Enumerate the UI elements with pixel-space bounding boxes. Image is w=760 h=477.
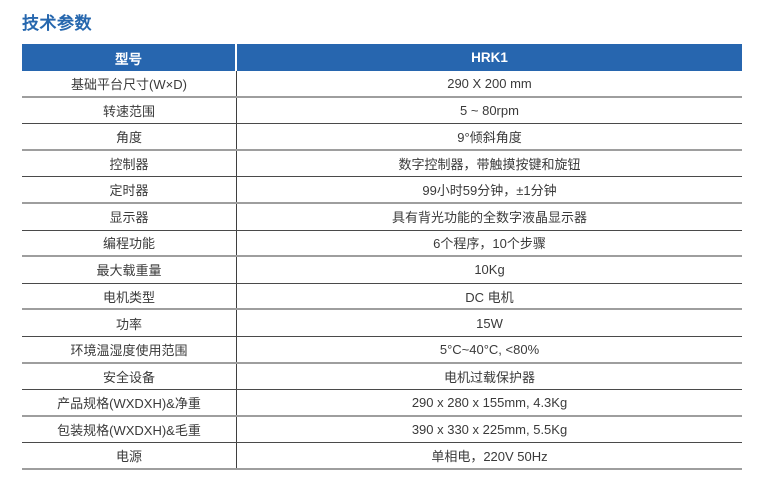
spec-value-cell: 390 x 330 x 225mm, 5.5Kg: [411, 422, 568, 438]
spec-row-speed-range: 转速范围 5 ~ 80rpm: [22, 97, 742, 125]
spec-row-platform-size: 基础平台尺寸(W×D) 290 X 200 mm: [22, 71, 742, 98]
spec-label-cell: 功率: [22, 310, 237, 336]
spec-label-cell: 最大载重量: [22, 257, 237, 283]
spec-value-cell: 数字控制器，带触摸按键和旋钮: [398, 157, 581, 173]
spec-row-max-load: 最大载重量 10Kg: [22, 257, 742, 284]
spec-value-cell: 5°C~40°C, <80%: [439, 341, 540, 357]
spec-value-cell: DC 电机: [465, 289, 514, 305]
spec-row-motor-type: 电机类型 DC 电机: [22, 283, 742, 311]
spec-row-product-size-weight: 产品规格(WXDXH)&净重 290 x 280 x 155mm, 4.3Kg: [22, 390, 742, 417]
spec-label-cell: 控制器: [22, 150, 237, 177]
spec-row-angle: 角度 9°倾斜角度: [22, 124, 742, 151]
spec-label-cell: 转速范围: [22, 97, 237, 124]
spec-value-cell: 电机过载保护器: [443, 369, 535, 385]
spec-label-cell: 角度: [22, 124, 237, 149]
spec-label-cell: 安全设备: [22, 363, 237, 390]
spec-row-safety-device: 安全设备 电机过载保护器: [22, 363, 742, 391]
spec-row-power: 功率 15W: [22, 310, 742, 337]
spec-row-controller: 控制器 数字控制器，带触摸按键和旋钮: [22, 150, 742, 178]
spec-row-timer: 定时器 99小时59分钟，±1分钟: [22, 177, 742, 204]
spec-table: 型号 HRK1 基础平台尺寸(W×D) 290 X 200 mm 转速范围 5 …: [22, 44, 742, 470]
model-header-cell: 型号: [22, 44, 237, 71]
spec-row-environment-range: 环境温湿度使用范围 5°C~40°C, <80%: [22, 336, 742, 364]
spec-label-cell: 显示器: [22, 203, 237, 230]
spec-value-cell: 9°倾斜角度: [457, 129, 522, 145]
spec-label-cell: 产品规格(WXDXH)&净重: [22, 390, 237, 415]
spec-label-cell: 定时器: [22, 177, 237, 202]
spec-value-cell: 10Kg: [474, 262, 505, 278]
spec-label-cell: 包装规格(WXDXH)&毛重: [22, 416, 237, 443]
page-title: 技术参数: [22, 14, 92, 33]
spec-label-cell: 基础平台尺寸(W×D): [22, 71, 237, 96]
spec-value-cell: 5 ~ 80rpm: [460, 102, 519, 118]
spec-label-cell: 环境温湿度使用范围: [22, 336, 237, 362]
spec-label-cell: 电源: [22, 443, 237, 468]
model-value-header-cell: HRK1: [471, 50, 508, 65]
spec-row-display: 显示器 具有背光功能的全数字液晶显示器: [22, 203, 742, 231]
spec-value-cell: 6个程序，10个步骤: [433, 236, 546, 252]
spec-value-cell: 290 x 280 x 155mm, 4.3Kg: [411, 394, 568, 410]
spec-value-cell: 290 X 200 mm: [447, 75, 532, 91]
spec-value-cell: 单相电，220V 50Hz: [431, 449, 548, 465]
spec-row-power-supply: 电源 单相电，220V 50Hz: [22, 443, 742, 470]
spec-row-package-size-weight: 包装规格(WXDXH)&毛重 390 x 330 x 225mm, 5.5Kg: [22, 416, 742, 444]
table-header-row: 型号 HRK1: [22, 44, 742, 71]
spec-value-cell: 99小时59分钟，±1分钟: [422, 183, 557, 199]
spec-value-cell: 具有背光功能的全数字液晶显示器: [391, 210, 587, 226]
spec-row-programming: 编程功能 6个程序，10个步骤: [22, 230, 742, 258]
spec-label-cell: 编程功能: [22, 230, 237, 256]
spec-label-cell: 电机类型: [22, 283, 237, 309]
spec-value-cell: 15W: [476, 315, 503, 331]
